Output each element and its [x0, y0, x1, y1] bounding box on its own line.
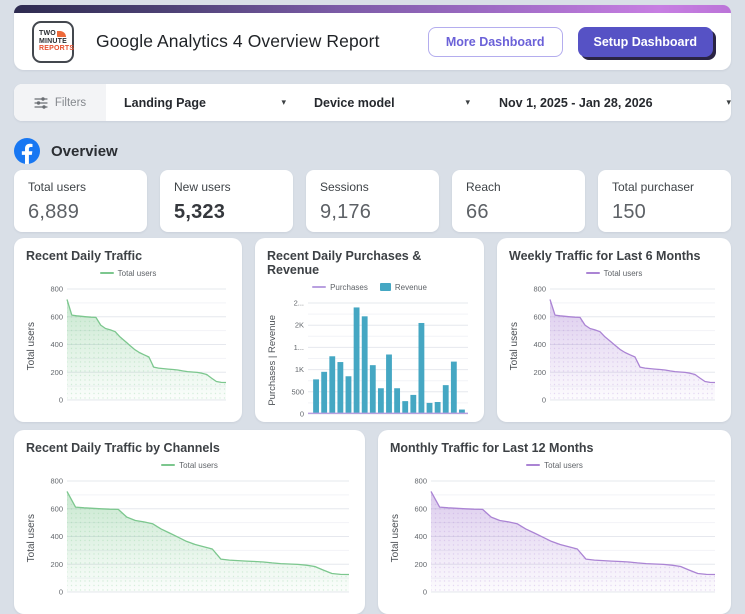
svg-text:200: 200: [50, 560, 63, 569]
overview-title: Overview: [51, 142, 118, 160]
filter-bar: Filters Landing Page ▾ Device model ▾ No…: [14, 84, 731, 121]
svg-text:400: 400: [50, 532, 63, 541]
chart-title: Recent Daily Traffic by Channels: [26, 441, 220, 455]
chart-card-weekly-traffic: Weekly Traffic for Last 6 Months Total u…: [497, 238, 731, 422]
chevron-down-icon: ▾: [465, 97, 470, 107]
chart-card-traffic-by-channels: Recent Daily Traffic by Channels Total u…: [14, 430, 365, 614]
kpi-label: Sessions: [320, 180, 369, 194]
chart-plot-area: 0 500 1K 1... 2K 2...: [280, 294, 474, 426]
kpi-row: Total users 6,889 New users 5,323 Sessio…: [14, 170, 731, 232]
setup-dashboard-button[interactable]: Setup Dashboard: [577, 26, 713, 57]
header: TWO MINUTE REPORTS Google Analytics 4 Ov…: [14, 5, 731, 70]
svg-text:200: 200: [50, 368, 63, 377]
page-title: Google Analytics 4 Overview Report: [96, 31, 380, 51]
chart-title: Recent Daily Traffic: [26, 249, 143, 263]
svg-text:600: 600: [414, 504, 427, 513]
chart-legend: Total users: [507, 267, 721, 279]
y-axis-label: Total users: [26, 321, 37, 371]
chart-legend: Total users: [24, 267, 232, 279]
chart-legend: Purchases Revenue: [265, 281, 474, 293]
svg-text:500: 500: [291, 387, 304, 396]
logo-wedge-icon: [56, 31, 66, 38]
kpi-value: 66: [466, 201, 489, 223]
svg-text:2...: 2...: [294, 299, 304, 308]
svg-text:0: 0: [423, 588, 427, 597]
svg-text:600: 600: [50, 312, 63, 321]
legend-swatch-line: [312, 286, 327, 288]
chart-plot-area: 0 200 400 600 800: [39, 280, 232, 412]
y-axis-label: Total users: [509, 321, 520, 371]
y-axis-label: Purchases | Revenue: [267, 314, 278, 406]
svg-text:600: 600: [50, 504, 63, 513]
kpi-card-sessions: Sessions 9,176: [306, 170, 439, 232]
chart-legend: Total users: [388, 459, 721, 471]
svg-text:0: 0: [300, 410, 304, 419]
y-axis-label: Total users: [26, 513, 37, 563]
svg-text:200: 200: [414, 560, 427, 569]
kpi-label: Total purchaser: [612, 180, 695, 194]
svg-text:0: 0: [59, 588, 63, 597]
svg-text:800: 800: [533, 285, 546, 294]
chart-card-recent-daily-purchases-revenue: Recent Daily Purchases & Revenue Purchas…: [255, 238, 484, 422]
kpi-value: 9,176: [320, 201, 372, 223]
chart-card-monthly-traffic: Monthly Traffic for Last 12 Months Total…: [378, 430, 731, 614]
chevron-down-icon: ▾: [726, 97, 731, 107]
legend-swatch-line: [161, 464, 176, 466]
svg-text:800: 800: [414, 477, 427, 486]
legend-swatch-line: [585, 272, 600, 274]
kpi-value: 5,323: [174, 201, 226, 223]
chart-plot-area: 0 200 400 600 800: [522, 280, 721, 412]
svg-text:0: 0: [542, 396, 546, 405]
kpi-card-total-users: Total users 6,889: [14, 170, 147, 232]
chart-title: Weekly Traffic for Last 6 Months: [509, 249, 701, 263]
chart-legend: Total users: [24, 459, 355, 471]
chart-plot-area: 0 200 400 600 800: [39, 472, 355, 604]
svg-text:1K: 1K: [295, 365, 304, 374]
chart-card-recent-daily-traffic: Recent Daily Traffic Total users Total u…: [14, 238, 242, 422]
svg-text:400: 400: [50, 340, 63, 349]
chart-plot-area: 0 200 400 600 800: [403, 472, 721, 604]
chevron-down-icon: ▾: [281, 97, 286, 107]
kpi-card-new-users: New users 5,323: [160, 170, 293, 232]
facebook-icon: [14, 138, 40, 164]
svg-text:400: 400: [533, 340, 546, 349]
legend-swatch-line: [99, 272, 114, 274]
more-dashboard-button[interactable]: More Dashboard: [427, 26, 563, 57]
filters-button[interactable]: Filters: [14, 84, 106, 121]
svg-text:200: 200: [533, 368, 546, 377]
legend-swatch-line: [526, 464, 541, 466]
two-minute-reports-logo: TWO MINUTE REPORTS: [32, 20, 74, 63]
landing-page-dropdown[interactable]: Landing Page ▾: [124, 95, 286, 110]
overview-section-header: Overview: [14, 138, 118, 164]
y-axis-label: Total users: [390, 513, 401, 563]
kpi-label: New users: [174, 180, 231, 194]
legend-swatch-box: [379, 283, 391, 291]
device-model-dropdown[interactable]: Device model ▾: [314, 95, 470, 110]
filters-icon: [34, 96, 48, 109]
kpi-value: 150: [612, 201, 646, 223]
svg-text:2K: 2K: [295, 321, 304, 330]
kpi-label: Total users: [28, 180, 87, 194]
svg-text:1...: 1...: [294, 343, 304, 352]
svg-text:400: 400: [414, 532, 427, 541]
svg-text:0: 0: [59, 396, 63, 405]
date-range-dropdown[interactable]: Nov 1, 2025 - Jan 28, 2026 ▾: [499, 95, 731, 110]
svg-text:600: 600: [533, 312, 546, 321]
chart-title: Monthly Traffic for Last 12 Months: [390, 441, 594, 455]
kpi-card-total-purchaser: Total purchaser 150: [598, 170, 731, 232]
kpi-card-reach: Reach 66: [452, 170, 585, 232]
kpi-value: 6,889: [28, 201, 80, 223]
chart-title: Recent Daily Purchases & Revenue: [267, 249, 422, 277]
filters-label: Filters: [54, 96, 87, 109]
header-accent-bar: [14, 5, 731, 13]
kpi-label: Reach: [466, 180, 501, 194]
svg-text:800: 800: [50, 285, 63, 294]
svg-text:800: 800: [50, 477, 63, 486]
